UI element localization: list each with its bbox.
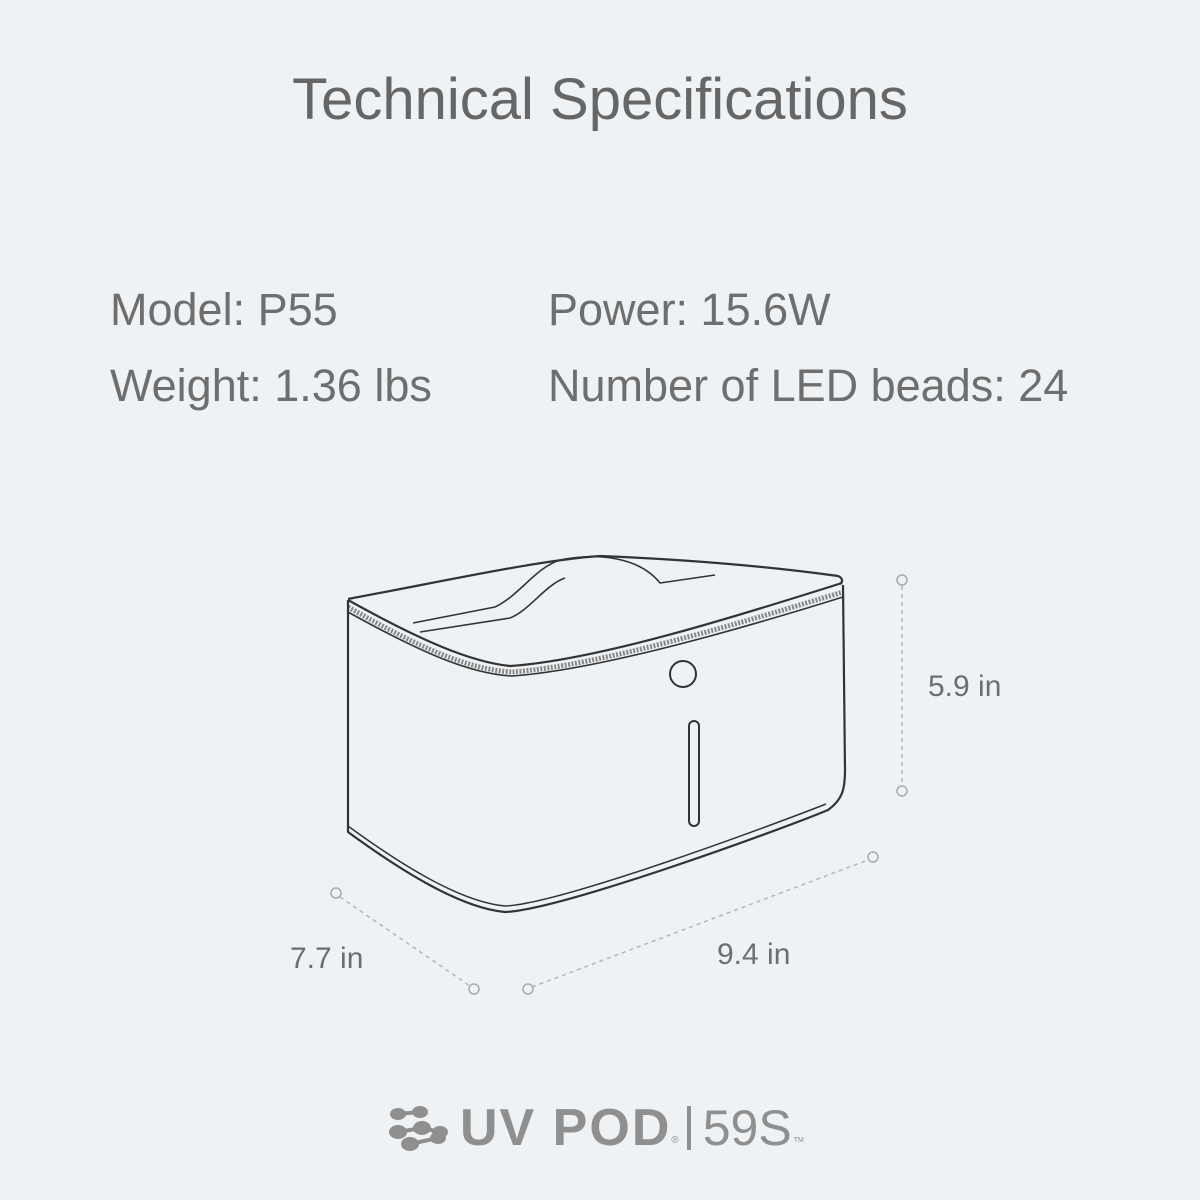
page-title: Technical Specifications [292,67,908,132]
dimension-lines [339,586,903,988]
height-label: 5.9 in [928,670,1002,703]
trademark-mark: TM [793,1137,804,1144]
molecule-logo-icon [389,1106,448,1151]
brand-model: 59S [702,1100,792,1156]
width-dimension-line [531,859,869,988]
logo-separator [686,1106,691,1150]
dimension-endpoints [330,574,908,995]
registered-mark: ® [671,1135,679,1146]
depth-label: 7.7 in [290,942,364,975]
spec-power: Power: 15.6W [548,284,831,335]
width-label: 9.4 in [717,938,791,971]
spec-weight: Weight: 1.36 lbs [110,360,432,411]
brand-logo: UV POD ® 59S TM [388,1098,804,1158]
spec-led-beads: Number of LED beads: 24 [548,360,1069,411]
depth-dimension-line [339,896,471,987]
brand-name: UV POD [460,1099,672,1157]
spec-model: Model: P55 [110,284,338,335]
uv-pod-box-illustration [346,554,847,914]
